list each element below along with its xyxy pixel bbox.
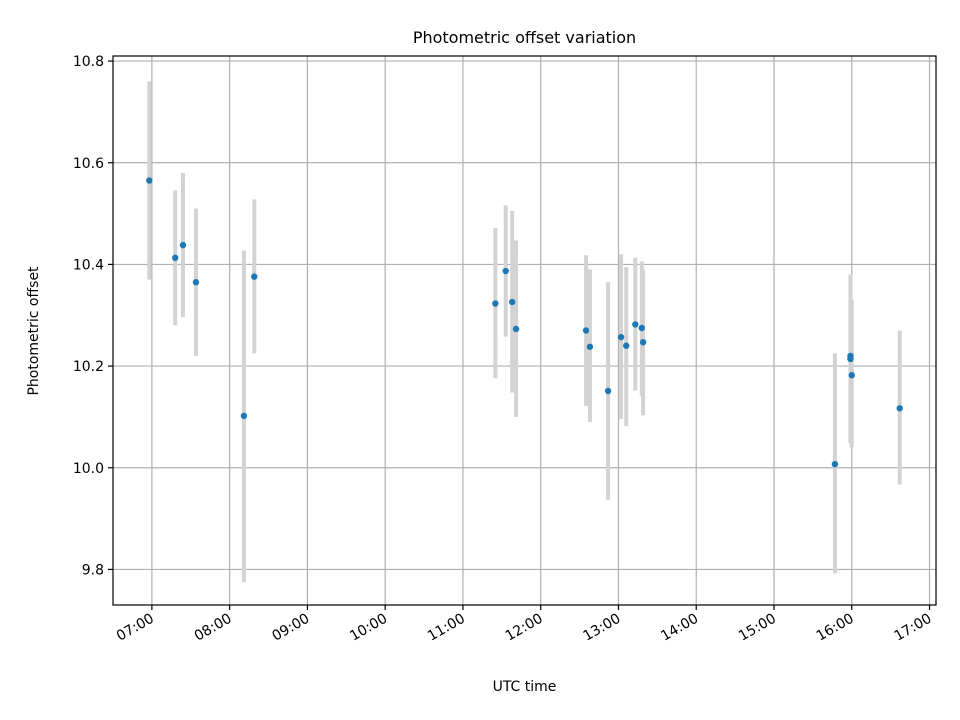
x-tick-label: 14:00 [658,611,701,645]
x-axis-label: UTC time [493,679,557,695]
x-tick-label: 16:00 [814,611,857,645]
data-point [502,267,509,275]
data-point [251,273,258,280]
data-point [582,327,590,334]
data-point [240,412,248,420]
x-tick-label: 13:00 [581,611,624,645]
x-tick-label: 15:00 [736,611,779,645]
data-point [831,460,839,468]
data-point [179,241,187,249]
data-point [617,333,625,341]
data-point [896,405,903,412]
x-tick-label: 09:00 [269,611,312,645]
data-point [847,352,854,360]
x-tick-label: 11:00 [425,611,468,645]
plot-frame [112,55,937,606]
x-tick-label: 07:00 [114,611,157,645]
data-point [638,324,645,332]
y-tick-label: 10.4 [73,257,104,273]
y-tick-label: 10.6 [73,156,104,172]
data-point [492,300,499,307]
data-point [623,342,630,349]
data-point [146,177,153,184]
chart-title: Photometric offset variation [413,28,636,47]
data-point [192,279,200,286]
x-tick-label: 08:00 [192,611,235,645]
data-point [639,338,647,346]
x-tick-label: 10:00 [347,611,390,645]
x-tick-label: 12:00 [503,611,546,645]
errorbars [147,81,902,583]
data-point [172,254,179,262]
data-point [512,325,520,333]
y-tick-label: 10.8 [73,54,104,70]
grid [113,56,936,605]
y-tick-label: 9.8 [82,562,104,578]
data-point [632,321,639,328]
data-point [586,343,594,350]
data-point [848,372,855,379]
y-tick-label: 10.2 [73,359,104,375]
y-tick-label: 10.0 [73,461,104,477]
data-point [604,387,612,395]
data-point [508,298,516,306]
x-axis: 07:00 08:00 09:00 10:00 11:00 12:00 13:00 14:00… [114,605,935,645]
y-axis: 9.8 10.0 10.2 10.4 10.6 10.8 [73,54,113,578]
x-tick-label: 17:00 [892,611,935,645]
data-points [146,177,903,468]
y-axis-label: Photometric offset [26,266,42,396]
